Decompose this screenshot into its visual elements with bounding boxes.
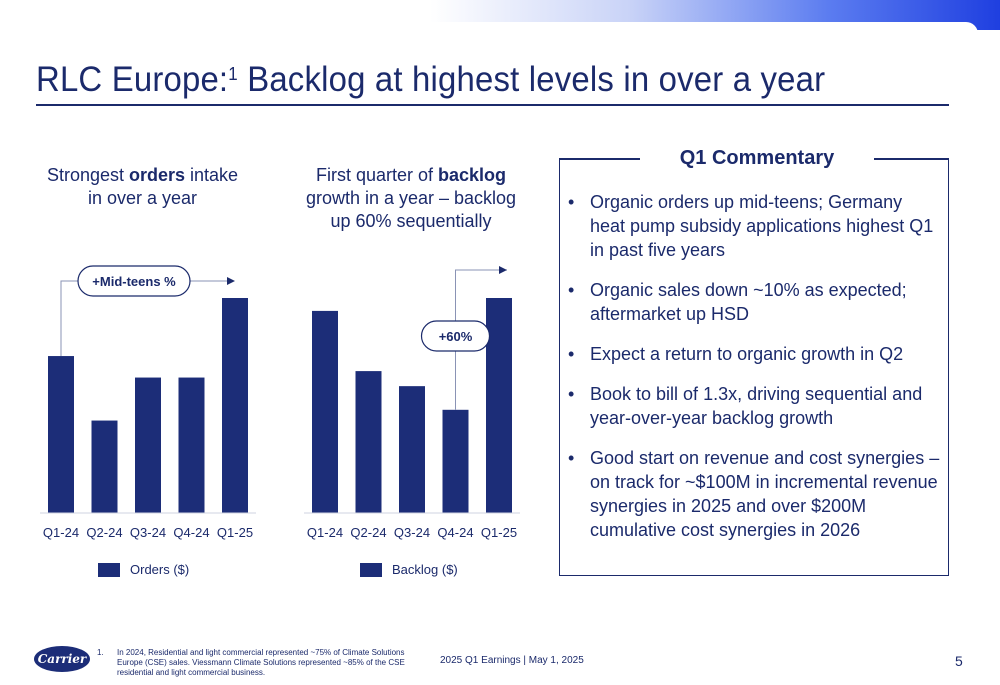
x-tick-label: Q2-24 — [350, 525, 386, 540]
commentary-box-top-left — [559, 158, 640, 160]
backlog-bar-chart: Q1-24 Q2-24 Q3-24 Q4-24 Q1-25 +60% — [304, 266, 520, 540]
backlog-legend: Backlog ($) — [360, 562, 458, 577]
bar-q2-24 — [355, 371, 382, 513]
commentary-item: • Organic orders up mid-teens; Germany he… — [568, 192, 934, 260]
bullet-dot-icon: • — [568, 384, 575, 404]
backlog-chart-heading: First quarter of backlog growth in a yea… — [305, 165, 517, 231]
footer-event-date: 2025 Q1 Earnings | May 1, 2025 — [440, 655, 584, 666]
x-tick-label: Q4-24 — [173, 525, 209, 540]
bar-q1-24 — [312, 310, 338, 513]
page-number: 5 — [955, 653, 963, 669]
growth-connector — [455, 269, 507, 410]
commentary-item: • Good start on revenue and cost synergie… — [568, 448, 940, 540]
carrier-logo: Carrier — [34, 646, 90, 672]
commentary-title: Q1 Commentary — [679, 147, 835, 169]
commentary-item: • Book to bill of 1.3x, driving sequentia… — [568, 384, 923, 428]
page-title: RLC Europe:1 Backlog at highest levels i… — [36, 60, 826, 99]
bar-q3-24 — [399, 386, 425, 513]
callout-pill — [420, 320, 491, 352]
x-tick-label: Q3-24 — [130, 525, 166, 540]
orders-legend-swatch — [98, 562, 120, 577]
bullet-dot-icon: • — [568, 344, 575, 364]
orders-chart-heading: Strongest orders intake in over a year — [46, 165, 239, 208]
bar-q4-24 — [442, 409, 469, 513]
arrow-head-icon — [227, 277, 235, 285]
x-tick-label: Q1-25 — [481, 525, 517, 540]
x-tick-label: Q2-24 — [86, 525, 122, 540]
footnote: 1. In 2024, Residential and light commer… — [97, 648, 427, 678]
bullet-dot-icon: • — [568, 448, 575, 468]
bar-q3-24 — [135, 377, 161, 513]
callout-label: +60% — [439, 329, 473, 344]
bar-q2-24 — [91, 420, 118, 513]
x-tick-label: Q1-25 — [217, 525, 253, 540]
backlog-legend-swatch — [360, 562, 382, 577]
commentary-list: • Organic orders up mid-teens; Germany he… — [568, 190, 940, 558]
footnote-text: In 2024, Residential and light commercia… — [117, 648, 405, 677]
orders-legend: Orders ($) — [98, 562, 189, 577]
x-tick-label: Q4-24 — [437, 525, 473, 540]
bullet-dot-icon: • — [568, 192, 575, 212]
bar-q1-25 — [486, 298, 512, 513]
callout-pill — [77, 265, 191, 297]
footnote-number: 1. — [97, 648, 104, 657]
x-tick-label: Q1-24 — [307, 525, 343, 540]
commentary-item: • Expect a return to organic growth in Q2 — [568, 344, 904, 364]
x-tick-label: Q1-24 — [43, 525, 79, 540]
title-divider — [36, 104, 949, 106]
arrow-head-icon — [499, 266, 507, 274]
backlog-legend-label: Backlog ($) — [392, 562, 458, 577]
commentary-box-top-right — [874, 158, 949, 160]
orders-legend-label: Orders ($) — [130, 562, 190, 577]
commentary-box — [559, 159, 949, 576]
bullet-dot-icon: • — [568, 280, 575, 300]
bar-q1-24 — [48, 356, 74, 513]
commentary-item: • Organic sales down ~10% as expected; af… — [568, 280, 907, 324]
orders-bar-chart: Q1-24 Q2-24 Q3-24 Q4-24 Q1-25 +Mid-teens % — [40, 265, 256, 540]
callout-label: +Mid-teens % — [92, 274, 176, 289]
bar-q1-25 — [222, 298, 248, 513]
title-footnote-marker: 1 — [228, 64, 238, 84]
bar-q4-24 — [178, 377, 205, 513]
x-tick-label: Q3-24 — [394, 525, 430, 540]
